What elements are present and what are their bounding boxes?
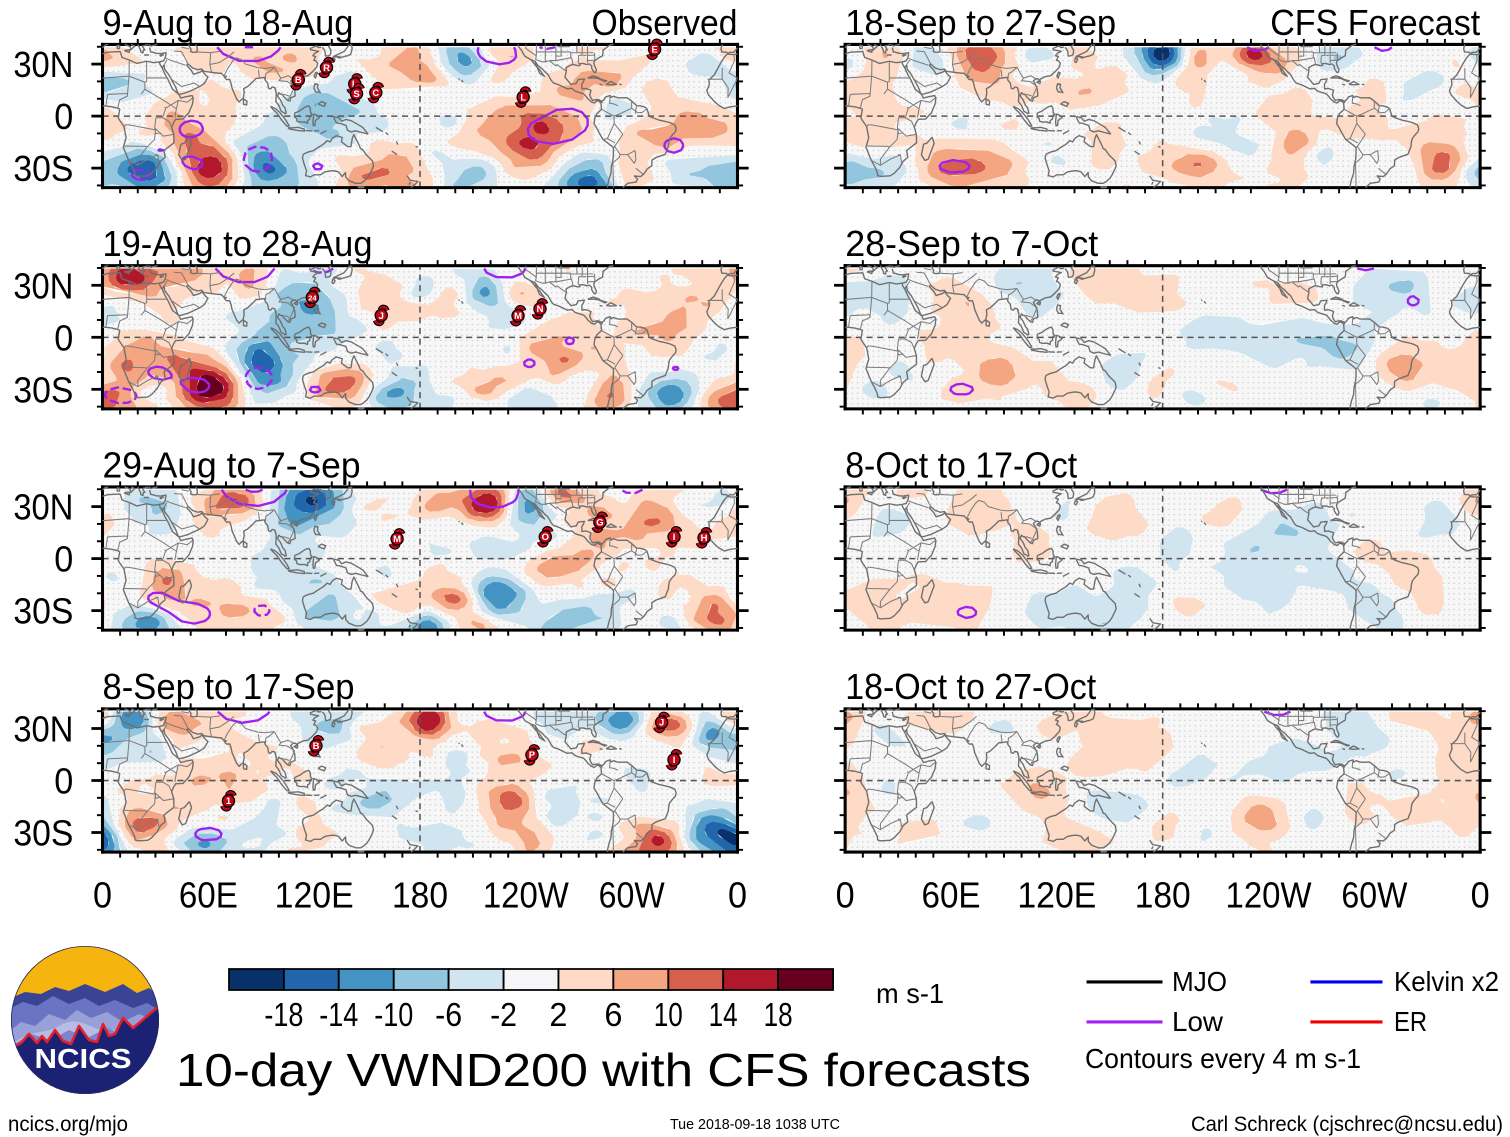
svg-text:0: 0 bbox=[54, 96, 73, 137]
svg-text:24: 24 bbox=[308, 294, 317, 303]
svg-text:60E: 60E bbox=[922, 874, 981, 915]
svg-text:B: B bbox=[295, 75, 302, 86]
svg-text:0: 0 bbox=[1471, 874, 1490, 915]
svg-text:30N: 30N bbox=[13, 265, 73, 306]
svg-text:60W: 60W bbox=[599, 874, 665, 915]
svg-text:10: 10 bbox=[654, 997, 683, 1034]
svg-text:NCICS: NCICS bbox=[35, 1043, 132, 1074]
svg-text:-10: -10 bbox=[374, 997, 413, 1034]
svg-text:P: P bbox=[529, 750, 535, 761]
svg-text:19-Aug to 28-Aug: 19-Aug to 28-Aug bbox=[103, 223, 373, 264]
svg-text:30N: 30N bbox=[13, 44, 73, 85]
svg-text:-2: -2 bbox=[490, 997, 517, 1034]
svg-text:14: 14 bbox=[709, 997, 738, 1034]
svg-text:M: M bbox=[514, 311, 522, 322]
svg-text:30S: 30S bbox=[13, 369, 73, 410]
svg-text:CFS Forecast: CFS Forecast bbox=[1270, 2, 1480, 43]
svg-text:0: 0 bbox=[728, 874, 747, 915]
svg-text:-18: -18 bbox=[264, 997, 303, 1034]
svg-text:0: 0 bbox=[54, 761, 73, 802]
svg-text:J: J bbox=[659, 718, 664, 729]
svg-text:1: 1 bbox=[226, 796, 231, 807]
svg-text:E: E bbox=[651, 45, 657, 56]
svg-text:B: B bbox=[313, 741, 320, 752]
svg-text:60E: 60E bbox=[179, 874, 238, 915]
svg-text:Low: Low bbox=[1172, 1006, 1224, 1037]
svg-text:0: 0 bbox=[836, 874, 855, 915]
svg-text:G: G bbox=[596, 518, 603, 529]
svg-text:I: I bbox=[673, 532, 676, 543]
svg-text:120E: 120E bbox=[275, 874, 354, 915]
svg-text:10-day VWND200 with CFS foreca: 10-day VWND200 with CFS forecasts bbox=[176, 1044, 1031, 1096]
svg-text:29-Aug to 7-Sep: 29-Aug to 7-Sep bbox=[103, 444, 361, 485]
svg-text:O: O bbox=[542, 532, 549, 543]
svg-text:Contours every 4 m s-1: Contours every 4 m s-1 bbox=[1085, 1043, 1361, 1074]
svg-text:9-Aug to 18-Aug: 9-Aug to 18-Aug bbox=[103, 2, 354, 43]
svg-text:8-Sep to 17-Sep: 8-Sep to 17-Sep bbox=[103, 666, 355, 707]
svg-text:H: H bbox=[701, 533, 708, 544]
svg-text:30S: 30S bbox=[13, 813, 73, 854]
svg-text:MJO: MJO bbox=[1172, 966, 1227, 997]
svg-text:18: 18 bbox=[764, 997, 793, 1034]
svg-text:-6: -6 bbox=[435, 997, 462, 1034]
svg-text:L: L bbox=[520, 92, 526, 103]
svg-text:Observed: Observed bbox=[592, 2, 738, 43]
svg-text:120W: 120W bbox=[483, 874, 569, 915]
svg-text:R: R bbox=[323, 63, 330, 74]
svg-text:I: I bbox=[673, 755, 676, 766]
svg-text:8-Oct to 17-Oct: 8-Oct to 17-Oct bbox=[845, 444, 1077, 485]
svg-text:30N: 30N bbox=[13, 487, 73, 528]
svg-text:0: 0 bbox=[93, 874, 112, 915]
svg-text:J: J bbox=[379, 311, 384, 322]
svg-text:30S: 30S bbox=[13, 591, 73, 632]
svg-text:180: 180 bbox=[392, 874, 448, 915]
svg-text:ncics.org/mjo: ncics.org/mjo bbox=[8, 1113, 128, 1136]
svg-text:6: 6 bbox=[604, 997, 622, 1034]
svg-text:Tue 2018-09-18 1038 UTC: Tue 2018-09-18 1038 UTC bbox=[670, 1117, 840, 1133]
svg-text:ER: ER bbox=[1394, 1006, 1427, 1037]
svg-text:28-Sep to 7-Oct: 28-Sep to 7-Oct bbox=[845, 223, 1098, 264]
svg-text:18-Sep to 27-Sep: 18-Sep to 27-Sep bbox=[845, 2, 1116, 43]
svg-text:30S: 30S bbox=[13, 148, 73, 189]
svg-text:2: 2 bbox=[549, 997, 567, 1034]
svg-text:Kelvin x2: Kelvin x2 bbox=[1394, 966, 1499, 997]
svg-text:180: 180 bbox=[1135, 874, 1191, 915]
svg-text:0: 0 bbox=[54, 317, 73, 358]
svg-text:M: M bbox=[393, 534, 401, 545]
svg-text:0: 0 bbox=[54, 539, 73, 580]
svg-text:18-Oct to 27-Oct: 18-Oct to 27-Oct bbox=[845, 666, 1096, 707]
svg-text:60W: 60W bbox=[1341, 874, 1407, 915]
svg-text:-14: -14 bbox=[319, 997, 358, 1034]
svg-text:Carl Schreck (cjschrec@ncsu.ed: Carl Schreck (cjschrec@ncsu.edu) bbox=[1191, 1113, 1503, 1136]
svg-text:120W: 120W bbox=[1226, 874, 1312, 915]
svg-text:120E: 120E bbox=[1017, 874, 1096, 915]
svg-text:S: S bbox=[353, 89, 359, 100]
svg-text:30N: 30N bbox=[13, 709, 73, 750]
svg-text:C: C bbox=[372, 88, 379, 99]
svg-text:m s-1: m s-1 bbox=[876, 978, 944, 1009]
svg-text:N: N bbox=[537, 304, 544, 315]
